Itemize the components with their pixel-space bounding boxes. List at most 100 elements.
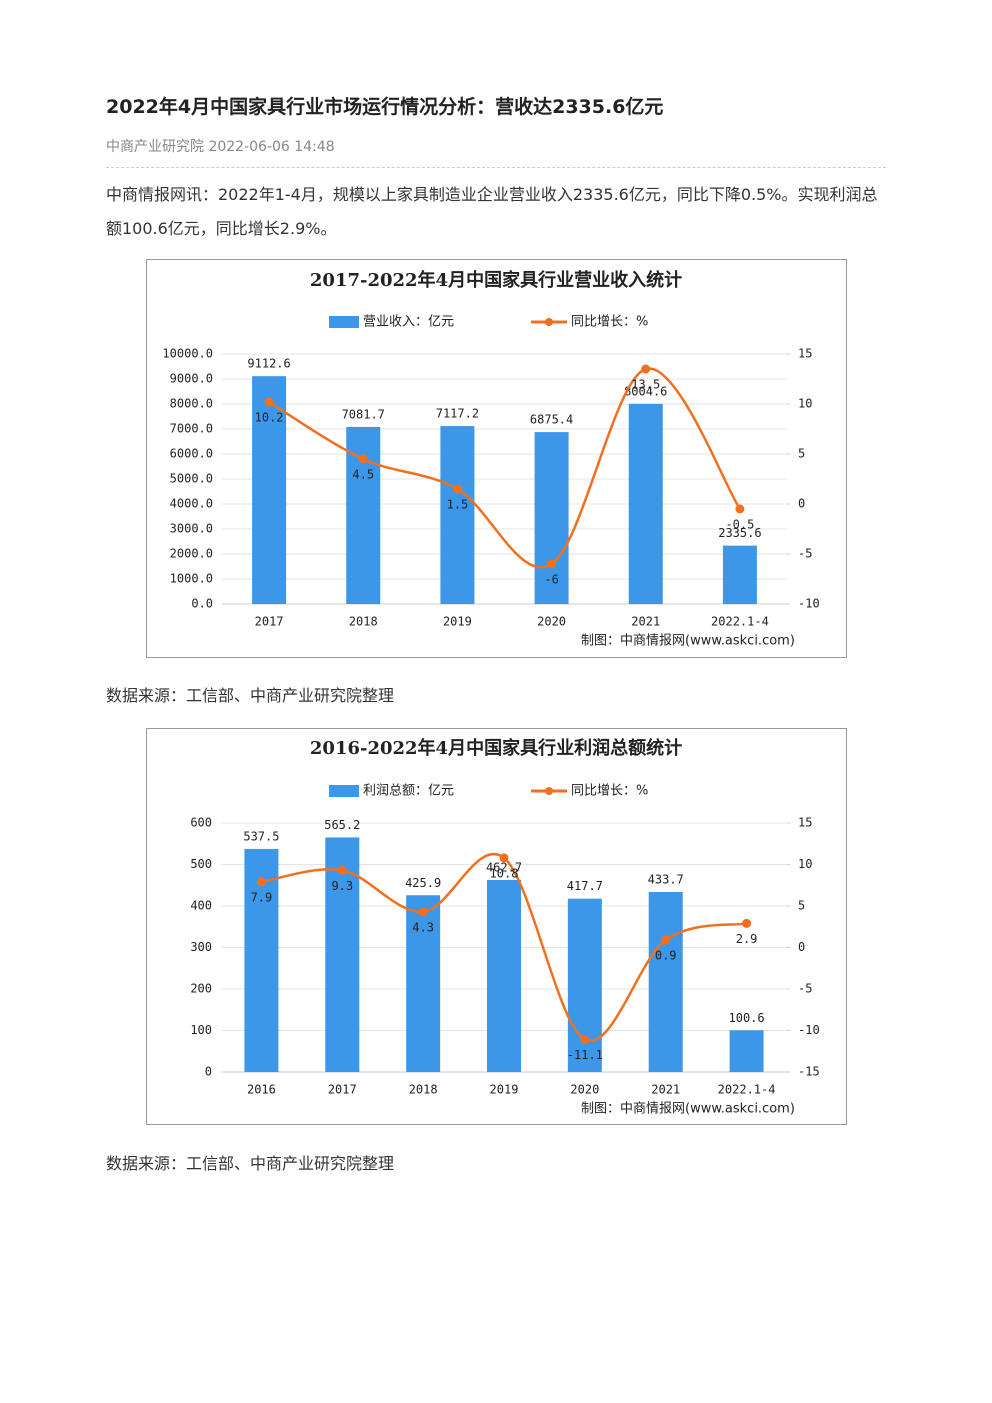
y-tick-label: 0 (205, 1065, 212, 1079)
y-tick-label: 0.0 (191, 597, 213, 611)
y-tick-label: 3000.0 (170, 522, 213, 536)
bar-value-label: 6875.4 (530, 413, 573, 427)
y2-tick-label: 15 (798, 816, 812, 830)
bar (648, 892, 683, 1072)
y2-tick-label: 5 (798, 447, 805, 461)
y2-tick-label: 10 (798, 397, 812, 411)
line-point (742, 918, 752, 928)
line-value-label: 7.9 (251, 890, 273, 904)
y-tick-label: 1000.0 (170, 572, 213, 586)
legend-swatch (545, 787, 553, 795)
bar-value-label: 9112.6 (247, 357, 290, 371)
legend-label: 营业收入：亿元 (363, 315, 454, 330)
line-value-label: 0.9 (655, 949, 677, 963)
legend-label: 同比增长：% (571, 315, 648, 330)
line-value-label: -0.5 (725, 518, 754, 532)
y-tick-label: 600 (190, 816, 212, 830)
bar (628, 403, 663, 604)
line-point (264, 397, 274, 407)
y-tick-label: 400 (190, 899, 212, 913)
article-title: 2022年4月中国家具行业市场运行情况分析：营收达2335.6亿元 (106, 96, 664, 118)
bar-value-label: 7081.7 (342, 407, 385, 421)
line-value-label: -6 (544, 573, 558, 587)
bar-value-label: 2335.6 (718, 526, 761, 540)
x-tick-label: 2021 (651, 1083, 680, 1097)
y-tick-label: 7000.0 (170, 422, 213, 436)
chart-credit: 制图：中商情报网(www.askci.com) (581, 634, 795, 649)
line-value-label: 10.2 (255, 411, 284, 425)
x-tick-label: 2018 (349, 615, 378, 629)
line-value-label: 4.3 (412, 920, 434, 934)
line-series (261, 853, 747, 1043)
bar (487, 879, 521, 1072)
x-tick-label: 2017 (328, 1083, 357, 1097)
paragraph: 中商情报网讯：2022年1-4月，规模以上家具制造业企业营业收入2335.6亿元… (106, 185, 878, 238)
y2-tick-label: 5 (798, 899, 805, 913)
line-value-label: 10.8 (490, 866, 519, 880)
x-tick-label: 2019 (443, 615, 472, 629)
line-value-label: 4.5 (352, 468, 374, 482)
y2-tick-label: -10 (798, 1023, 820, 1037)
line-point (641, 364, 651, 374)
bar-value-label: 425.9 (405, 876, 441, 890)
line-point (547, 559, 557, 569)
y2-tick-label: 10 (798, 857, 812, 871)
y-tick-label: 300 (190, 940, 212, 954)
line-point (452, 484, 462, 494)
y-tick-label: 500 (190, 857, 212, 871)
line-series (268, 367, 741, 569)
y2-tick-label: 0 (798, 497, 805, 511)
line-value-label: 13.5 (631, 378, 660, 392)
bar-value-label: 417.7 (567, 879, 603, 893)
legend-swatch (329, 785, 359, 797)
y-tick-label: 5000.0 (170, 472, 213, 486)
y-tick-label: 6000.0 (170, 447, 213, 461)
x-tick-label: 2018 (409, 1083, 438, 1097)
y-tick-label: 10000.0 (162, 347, 213, 361)
line-point (256, 877, 266, 887)
bar-value-label: 8004.6 (624, 384, 667, 398)
legend-swatch (545, 318, 553, 326)
x-tick-label: 2017 (255, 615, 284, 629)
bar (534, 432, 569, 604)
x-tick-label: 2021 (631, 615, 660, 629)
bar-value-label: 100.6 (729, 1011, 765, 1025)
y-tick-label: 9000.0 (170, 372, 213, 386)
bar-value-label: 433.7 (648, 873, 684, 887)
line-point (661, 935, 671, 945)
y2-tick-label: 0 (798, 940, 805, 954)
article-meta: 中商产业研究院 2022-06-06 14:48 (106, 139, 335, 155)
divider (106, 167, 886, 168)
bar (722, 545, 757, 604)
legend-label: 利润总额：亿元 (363, 784, 454, 799)
bar (325, 837, 360, 1072)
line-value-label: -11.1 (567, 1048, 603, 1062)
x-tick-label: 2016 (247, 1083, 276, 1097)
y-tick-label: 200 (190, 982, 212, 996)
x-tick-label: 2022.1-4 (718, 1083, 776, 1097)
line-point (337, 865, 347, 875)
chart-title: 2017-2022年4月中国家具行业营业收入统计 (310, 269, 682, 291)
legend-label: 同比增长：% (571, 784, 648, 799)
bar (440, 426, 475, 604)
y-tick-label: 100 (190, 1023, 212, 1037)
bar-value-label: 565.2 (324, 818, 360, 832)
bar (252, 376, 287, 604)
bar (406, 895, 441, 1072)
y2-tick-label: -15 (798, 1065, 820, 1079)
line-value-label: 1.5 (447, 498, 469, 512)
y-tick-label: 2000.0 (170, 547, 213, 561)
line-value-label: 9.3 (331, 879, 353, 893)
y2-tick-label: -5 (798, 547, 812, 561)
y-tick-label: 4000.0 (170, 497, 213, 511)
y-tick-label: 8000.0 (170, 397, 213, 411)
x-tick-label: 2022.1-4 (711, 615, 769, 629)
y2-tick-label: -10 (798, 597, 820, 611)
y2-tick-label: -5 (798, 982, 812, 996)
source-note: 数据来源：工信部、中商产业研究院整理 (106, 686, 395, 705)
bar (567, 898, 602, 1072)
chart-credit: 制图：中商情报网(www.askci.com) (581, 1102, 795, 1117)
